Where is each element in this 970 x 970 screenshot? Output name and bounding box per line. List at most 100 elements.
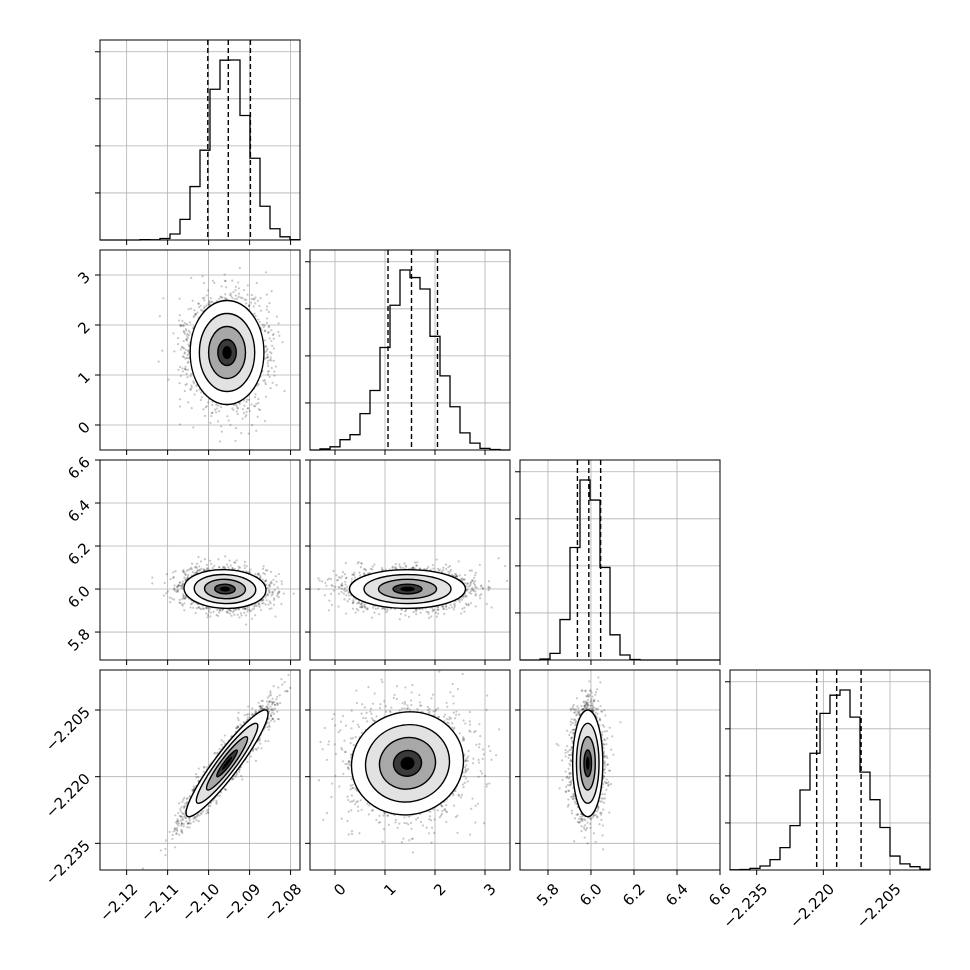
sample-point <box>469 583 472 586</box>
sample-point <box>246 407 249 410</box>
sample-point <box>479 734 482 738</box>
sample-point <box>474 580 477 583</box>
sample-point <box>234 289 237 292</box>
sample-point <box>442 569 445 572</box>
sample-point <box>480 593 483 596</box>
sample-point <box>269 350 272 354</box>
sample-point <box>225 286 228 289</box>
sample-point <box>229 292 232 295</box>
sample-point <box>445 567 448 571</box>
sample-point <box>186 822 189 825</box>
sample-point <box>601 824 605 827</box>
sample-point <box>487 585 490 588</box>
sample-point <box>151 582 154 585</box>
sample-point <box>241 607 245 610</box>
sample-point <box>577 711 581 714</box>
sample-point <box>271 333 274 337</box>
sample-point <box>476 802 480 805</box>
sample-point <box>186 361 189 364</box>
sample-point <box>433 818 436 821</box>
sample-point <box>180 584 183 587</box>
sample-point <box>259 576 262 579</box>
sample-point <box>257 602 261 605</box>
sample-point <box>405 822 408 825</box>
sample-point <box>253 312 256 315</box>
sample-point <box>176 820 179 823</box>
sample-point <box>340 584 343 587</box>
sample-point <box>351 601 355 604</box>
sample-point <box>192 817 195 820</box>
sample-point <box>335 574 338 577</box>
sample-point <box>568 772 571 775</box>
sample-point <box>265 594 268 597</box>
sample-point <box>276 592 279 595</box>
sample-point <box>273 583 276 586</box>
sample-point <box>344 762 347 766</box>
sample-point <box>470 580 473 584</box>
sample-point <box>485 785 488 788</box>
sample-point <box>200 391 203 394</box>
sample-point <box>242 607 246 610</box>
sample-point <box>567 767 570 770</box>
sample-point <box>226 297 229 301</box>
sample-point <box>344 562 347 565</box>
sample-point <box>564 748 567 752</box>
sample-point <box>193 309 196 312</box>
sample-point <box>236 412 239 416</box>
sample-point <box>258 605 261 608</box>
sample-point <box>458 794 461 797</box>
sample-point <box>242 721 246 724</box>
sample-point <box>266 696 269 699</box>
sample-point <box>183 389 186 393</box>
sample-point <box>193 382 196 385</box>
sample-point <box>592 814 596 817</box>
sample-point <box>327 609 330 612</box>
sample-point <box>278 590 281 593</box>
sample-point <box>169 601 172 604</box>
sample-point <box>345 594 348 597</box>
panel-frame <box>99 39 301 241</box>
sample-point <box>350 709 353 712</box>
sample-point <box>379 703 382 706</box>
sample-point <box>162 297 165 300</box>
sample-point <box>182 347 186 350</box>
sample-point <box>327 743 330 746</box>
sample-point <box>216 614 220 617</box>
sample-point <box>408 839 411 842</box>
sample-point <box>185 356 188 360</box>
sample-point <box>340 817 343 820</box>
sample-point <box>366 720 369 723</box>
sample-point <box>209 297 212 300</box>
sample-point <box>472 757 475 760</box>
sample-point <box>446 705 449 708</box>
sample-point <box>481 757 484 760</box>
sample-point <box>382 828 386 831</box>
sample-point <box>227 608 230 611</box>
sample-point <box>178 314 181 317</box>
sample-point <box>389 711 392 714</box>
sample-point <box>334 752 338 756</box>
sample-point <box>208 303 211 306</box>
sample-point <box>467 604 470 607</box>
sample-point <box>195 565 198 568</box>
sample-point <box>349 784 352 787</box>
sample-point <box>182 596 185 599</box>
sample-point <box>474 804 477 807</box>
sample-point <box>370 616 373 619</box>
sample-point <box>184 383 187 386</box>
sample-point <box>171 597 174 600</box>
sample-point <box>267 369 271 373</box>
sample-point <box>276 717 280 721</box>
sample-point <box>264 603 267 606</box>
sample-point <box>363 603 366 606</box>
sample-point <box>252 305 255 308</box>
sample-point <box>473 583 476 586</box>
sample-point <box>267 325 271 328</box>
sample-point <box>339 729 342 732</box>
sample-point <box>370 809 373 812</box>
sample-point <box>278 701 282 705</box>
sample-point <box>412 611 415 614</box>
sample-point <box>403 821 406 825</box>
sample-point <box>343 573 347 576</box>
sample-point <box>184 365 187 368</box>
